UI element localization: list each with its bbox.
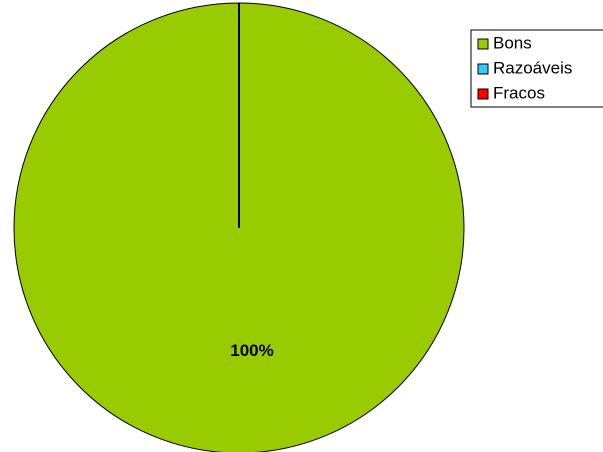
legend-label: Razoáveis: [493, 58, 572, 77]
legend-swatch: [477, 38, 489, 50]
legend-swatch: [477, 63, 489, 75]
legend-swatch: [477, 88, 489, 100]
data-label: 100%: [230, 341, 273, 360]
legend-label: Bons: [493, 33, 532, 52]
legend-box: [470, 29, 603, 108]
legend-label: Fracos: [493, 83, 545, 102]
